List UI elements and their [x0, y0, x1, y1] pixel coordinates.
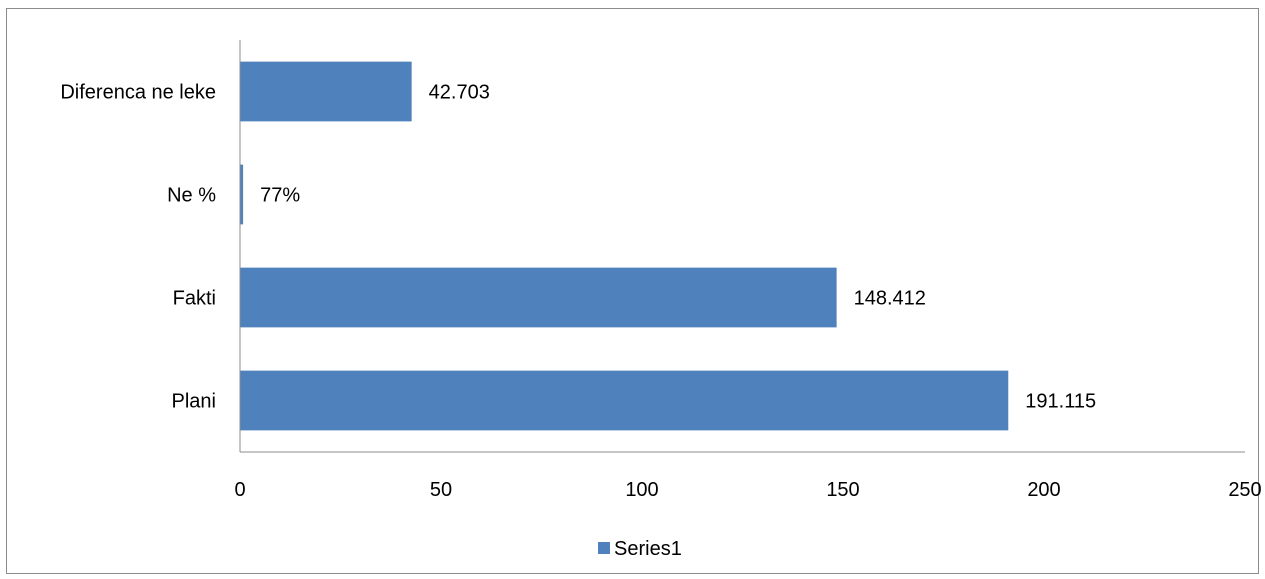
data-label-3: 42.703 [429, 82, 490, 104]
data-label-2: 77% [260, 185, 300, 207]
data-label-1: 148.412 [854, 288, 926, 310]
x-tick-label-1: 50 [430, 479, 452, 501]
x-tick-label-4: 200 [1027, 479, 1060, 501]
legend-swatch [598, 542, 610, 554]
x-tick-label-2: 100 [625, 479, 658, 501]
bar-1 [240, 267, 837, 328]
category-label-1: Fakti [173, 288, 216, 310]
x-tick-label-0: 0 [234, 479, 245, 501]
x-tick-label-3: 150 [826, 479, 859, 501]
bars-group [240, 61, 1009, 431]
category-labels-group: Plani Fakti Ne % Diferenca ne leke [60, 82, 216, 413]
category-label-3: Diferenca ne leke [60, 82, 216, 104]
bar-3 [240, 61, 412, 122]
data-label-0: 191.115 [1025, 391, 1096, 413]
bar-2 [240, 164, 244, 225]
data-labels-group: 191.115 148.412 77% 42.703 [260, 82, 1096, 413]
category-label-2: Ne % [167, 185, 216, 207]
legend: Series1 [598, 538, 682, 560]
legend-label: Series1 [614, 538, 682, 560]
tick-labels-group: 0 50 100 150 200 250 [234, 479, 1261, 501]
x-tick-label-5: 250 [1228, 479, 1261, 501]
category-label-0: Plani [172, 391, 216, 413]
bar-0 [240, 370, 1009, 431]
